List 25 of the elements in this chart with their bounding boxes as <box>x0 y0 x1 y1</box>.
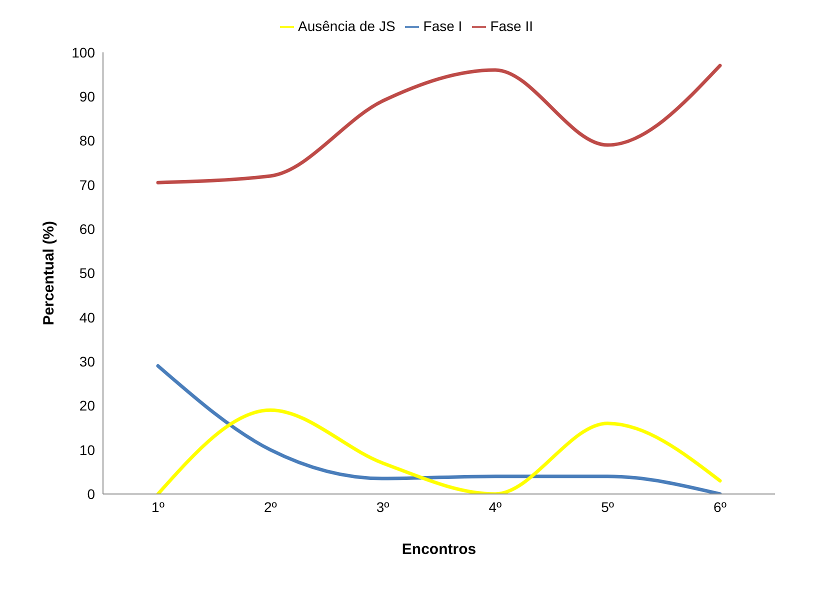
line-series <box>156 364 722 494</box>
y-tick-label: 100 <box>72 44 96 60</box>
y-tick-label: 90 <box>79 88 96 104</box>
y-tick-label: 50 <box>79 265 96 282</box>
x-tick-label: 3º <box>376 498 390 515</box>
x-tick-label: 6º <box>714 498 726 515</box>
y-tick-label: 0 <box>87 486 96 502</box>
line-series <box>156 408 722 494</box>
x-tick-label: 5º <box>601 498 614 515</box>
y-tick-label: 70 <box>79 176 96 193</box>
y-tick-label: 40 <box>79 309 96 326</box>
y-tick-label: 30 <box>79 353 96 370</box>
line-series <box>156 64 722 184</box>
legend-label: Fase II <box>490 18 533 34</box>
legend-label: Ausência de JS <box>298 18 396 34</box>
y-tick-label: 60 <box>79 220 96 237</box>
legend-label: Fase I <box>423 18 462 34</box>
y-tick-label: 20 <box>79 398 96 414</box>
y-tick-label: 10 <box>79 442 96 458</box>
y-axis-title: Percentual (%) <box>40 221 58 326</box>
x-tick-label: 4º <box>488 498 502 515</box>
x-tick-label: 1º <box>152 498 164 515</box>
y-tick-label: 80 <box>79 132 96 149</box>
x-axis-title: Encontros <box>402 541 476 558</box>
x-tick-label: 2º <box>264 498 277 515</box>
